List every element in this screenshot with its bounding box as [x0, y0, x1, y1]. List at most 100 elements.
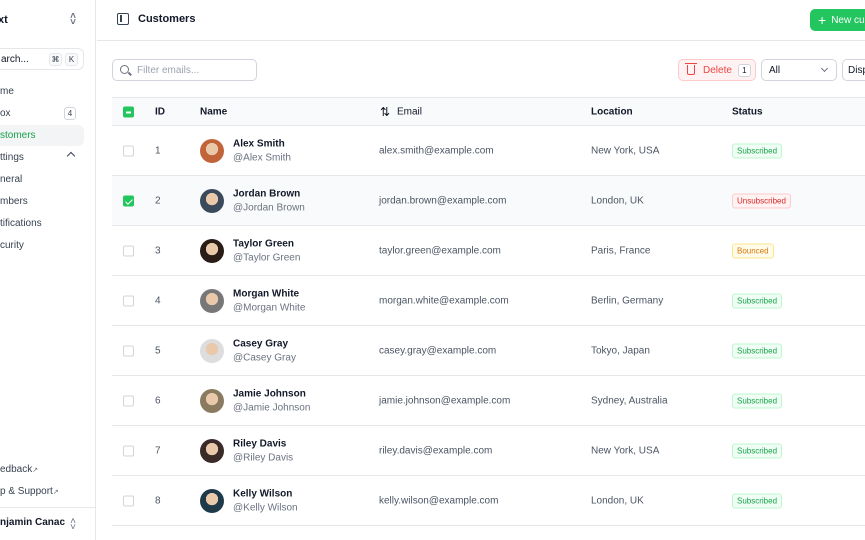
table-row[interactable]: 2 Jordan Brown @Jordan Brown jordan.brown… [112, 176, 865, 226]
selected-count: 1 [737, 63, 751, 77]
sidebar-item[interactable]: me [0, 81, 84, 102]
chevron-up-icon[interactable] [66, 151, 76, 161]
cell-location: New York, USA [591, 145, 660, 156]
avatar [200, 438, 224, 463]
search-icon [120, 65, 129, 74]
sidebar-item[interactable]: curity [0, 235, 84, 256]
sidebar-link-help[interactable]: p & Support ↗ [0, 481, 84, 502]
status-badge: Subscribed [732, 143, 783, 158]
cell-email: morgan.white@example.com [379, 295, 509, 306]
link-label: edback [0, 464, 33, 475]
table-row[interactable]: 7 Riley Davis @Riley Davis riley.davis@ex… [112, 426, 865, 476]
sidebar-item-label: neral [0, 174, 23, 185]
team-switcher[interactable]: xt ˄ ˅ [0, 11, 96, 29]
status-badge: Bounced [732, 243, 774, 258]
new-customer-button[interactable]: + New cu [810, 9, 865, 31]
page-title: Customers [138, 13, 196, 25]
cell-location: Sydney, Australia [591, 395, 668, 406]
table-row[interactable]: 1 Alex Smith @Alex Smith alex.smith@examp… [112, 126, 865, 176]
sidebar-item[interactable]: ox 4 [0, 103, 84, 124]
sidebar-item-label: stomers [0, 130, 36, 141]
chevron-up-down-icon: ˄ ˅ [70, 516, 76, 533]
cell-id: 6 [155, 395, 161, 406]
cell-id: 2 [155, 195, 161, 206]
delete-button[interactable]: Delete 1 [678, 59, 756, 81]
row-checkbox[interactable] [123, 495, 134, 506]
avatar [200, 338, 224, 363]
row-checkbox[interactable] [123, 145, 134, 156]
col-name: Name [200, 106, 228, 117]
button-label: New cu [831, 14, 865, 26]
row-checkbox[interactable] [123, 195, 134, 206]
external-link-icon: ↗ [32, 466, 39, 474]
button-label: Delete [703, 64, 732, 76]
cell-id: 3 [155, 245, 161, 256]
table-row[interactable]: 3 Taylor Green @Taylor Green taylor.green… [112, 226, 865, 276]
status-filter-select[interactable]: All [761, 59, 837, 81]
table-row[interactable]: 4 Morgan White @Morgan White morgan.white… [112, 276, 865, 326]
display-button[interactable]: Disp [842, 59, 865, 81]
sidebar-item[interactable]: stomers [0, 125, 84, 146]
status-badge: Subscribed [732, 393, 783, 408]
col-status: Status [732, 106, 763, 117]
cell-id: 8 [155, 495, 161, 506]
table-row[interactable]: 5 Casey Gray @Casey Gray casey.gray@examp… [112, 326, 865, 376]
status-badge: Subscribed [732, 343, 783, 358]
search-label: arch... [1, 53, 29, 65]
cell-id: 5 [155, 345, 161, 356]
table-row[interactable]: 8 Kelly Wilson @Kelly Wilson kelly.wilson… [112, 476, 865, 526]
team-name: xt [0, 14, 8, 26]
user-menu[interactable]: njamin Canac ˄ ˅ [0, 507, 96, 540]
row-checkbox[interactable] [123, 245, 134, 256]
link-label: p & Support [0, 486, 53, 497]
customer-name: Jordan Brown [233, 188, 301, 199]
sidebar-item-label: curity [0, 240, 24, 251]
cell-id: 7 [155, 445, 161, 456]
cell-id: 1 [155, 145, 161, 156]
avatar [200, 288, 224, 313]
customer-handle: @Alex Smith [233, 152, 291, 163]
search-button[interactable]: arch... ⌘ K [0, 48, 84, 70]
cell-location: New York, USA [591, 445, 660, 456]
kbd-k: K [65, 53, 78, 66]
sidebar-item-label: mbers [0, 196, 28, 207]
table-row[interactable]: 6 Jamie Johnson @Jamie Johnson jamie.john… [112, 376, 865, 426]
cell-email: riley.davis@example.com [379, 445, 493, 456]
sidebar-link-feedback[interactable]: edback ↗ [0, 459, 84, 480]
sort-icon[interactable]: ⇅ [380, 104, 391, 119]
sidebar-item[interactable]: ttings [0, 147, 84, 168]
sidebar-collapse-icon[interactable] [117, 13, 129, 25]
row-checkbox[interactable] [123, 345, 134, 356]
cell-email: jordan.brown@example.com [379, 195, 507, 206]
sidebar: xt ˄ ˅ arch... ⌘ K me ox 4 stomers ttings neral m… [0, 0, 96, 540]
sidebar-item[interactable]: tifications [0, 213, 84, 234]
sidebar-item-label: me [0, 86, 14, 97]
sidebar-item[interactable]: mbers [0, 191, 84, 212]
customer-handle: @Taylor Green [233, 252, 301, 263]
page-header: Customers + New cu [97, 0, 865, 41]
cell-email: kelly.wilson@example.com [379, 495, 499, 506]
col-id: ID [155, 106, 165, 117]
table-header: ID Name ⇅ Email Location Status [112, 97, 865, 126]
plus-icon: + [818, 12, 827, 28]
select-all-checkbox[interactable] [123, 106, 134, 117]
customer-name: Taylor Green [233, 238, 294, 249]
cell-email: jamie.johnson@example.com [379, 395, 511, 406]
chevron-up-down-icon: ˄ ˅ [70, 11, 76, 28]
filter-emails-input[interactable]: Filter emails... [112, 59, 257, 81]
selected-value: All [769, 64, 781, 76]
customer-handle: @Kelly Wilson [233, 502, 298, 513]
customer-handle: @Riley Davis [233, 452, 294, 463]
sidebar-item-label: ox [0, 108, 11, 119]
cell-email: taylor.green@example.com [379, 245, 501, 256]
row-checkbox[interactable] [123, 295, 134, 306]
row-checkbox[interactable] [123, 445, 134, 456]
col-email[interactable]: Email [397, 106, 423, 117]
status-badge: Subscribed [732, 493, 783, 508]
customer-name: Casey Gray [233, 338, 289, 349]
sidebar-item[interactable]: neral [0, 169, 84, 190]
inbox-count-badge: 4 [64, 107, 76, 120]
cell-email: alex.smith@example.com [379, 145, 494, 156]
row-checkbox[interactable] [123, 395, 134, 406]
customer-handle: @Casey Gray [233, 352, 296, 363]
